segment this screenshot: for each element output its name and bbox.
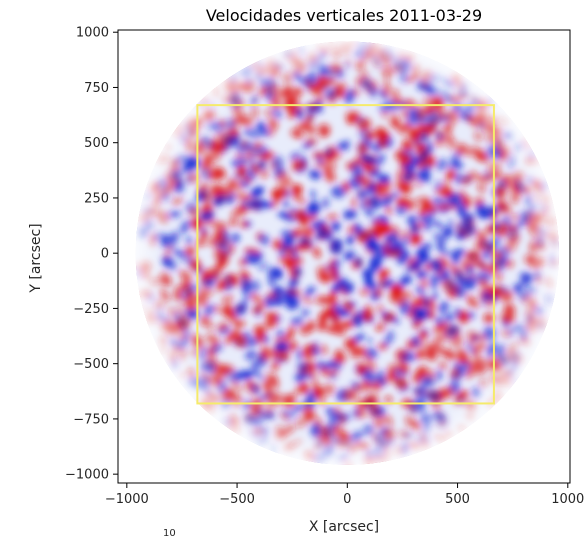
region-box — [196, 104, 495, 405]
y-axis-label: Y [arcsec] — [28, 223, 44, 293]
x-tick-label: −500 — [219, 492, 255, 507]
y-tick-label: 500 — [84, 136, 109, 151]
x-axis-label: X [arcsec] — [309, 519, 379, 535]
y-tick-label: 750 — [84, 81, 109, 96]
y-tick-label: −750 — [73, 412, 109, 427]
x-axis: −1000 −500 0 500 1000 — [105, 483, 584, 507]
y-tick-label: 250 — [84, 191, 109, 206]
plot-frame — [117, 29, 571, 484]
y-tick-label: −500 — [73, 357, 109, 372]
x-tick-label: 0 — [343, 492, 351, 507]
x-tick-label: 500 — [445, 492, 470, 507]
y-tick-label: −250 — [73, 302, 109, 317]
y-tick-label: 0 — [101, 247, 109, 262]
x-tick-label: −1000 — [105, 492, 149, 507]
y-axis: 1000 750 500 250 0 −250 −500 −750 −1000 — [65, 26, 118, 483]
x-tick-label: 1000 — [551, 492, 584, 507]
y-tick-label: 1000 — [76, 26, 109, 41]
solar-disk-limb — [135, 41, 559, 465]
plot-area — [117, 29, 571, 484]
y-tick-label: −1000 — [65, 468, 109, 483]
solar-disk — [135, 41, 559, 465]
chart-title: Velocidades verticales 2011-03-29 — [206, 6, 482, 25]
offset-text: 10 — [163, 528, 176, 536]
